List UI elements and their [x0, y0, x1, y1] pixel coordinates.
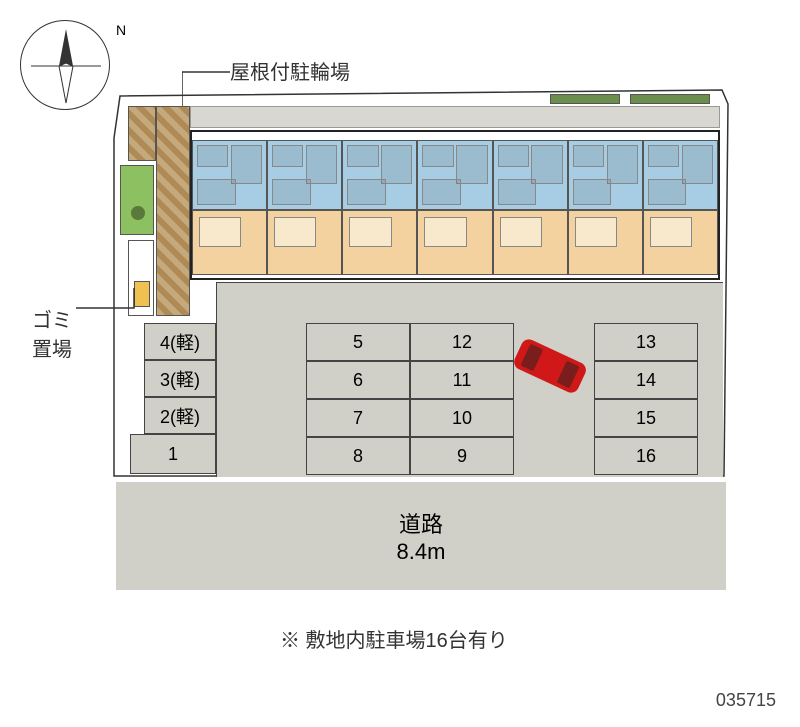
compass: N	[20, 20, 115, 115]
unit-lower	[568, 210, 643, 275]
parking-spot: 9	[410, 437, 514, 475]
unit-lower	[192, 210, 267, 275]
green-area	[120, 165, 154, 235]
parking-spot: 10	[410, 399, 514, 437]
parking-spot-1: 1	[130, 434, 216, 474]
unit-upper	[267, 140, 342, 210]
kei-parking-column: 4(軽)3(軽)2(軽)	[144, 323, 216, 434]
units-row-bottom	[192, 210, 718, 275]
brick-entry	[128, 106, 156, 161]
parking-spot: 13	[594, 323, 698, 361]
bike-parking-label: 屋根付駐輪場	[230, 56, 350, 85]
parking-spot: 5	[306, 323, 410, 361]
parking-spot-kei: 2(軽)	[144, 397, 216, 434]
parking-spot-kei: 3(軽)	[144, 360, 216, 397]
footnote: ※ 敷地内駐車場16台有り	[280, 624, 508, 653]
bike-parking-roof	[190, 106, 720, 128]
image-id: 035715	[716, 690, 776, 711]
unit-lower	[417, 210, 492, 275]
brick-path	[156, 106, 190, 316]
units-row-top	[192, 140, 718, 210]
garbage-label: ゴミ 置場	[32, 304, 72, 362]
unit-upper	[643, 140, 718, 210]
road-label: 道路	[399, 507, 443, 539]
unit-upper	[192, 140, 267, 210]
parking-spot: 11	[410, 361, 514, 399]
unit-upper	[417, 140, 492, 210]
unit-upper	[568, 140, 643, 210]
planter	[630, 94, 710, 104]
parking-spot: 16	[594, 437, 698, 475]
parking-spot: 6	[306, 361, 410, 399]
parking-spot: 14	[594, 361, 698, 399]
parking-spot-kei: 4(軽)	[144, 323, 216, 360]
unit-upper	[493, 140, 568, 210]
parking-spot: 8	[306, 437, 410, 475]
parking-spot: 7	[306, 399, 410, 437]
compass-label: N	[116, 22, 126, 38]
unit-lower	[493, 210, 568, 275]
site-plan: N 屋根付駐輪場 ゴミ 置場 4(軽)3(軽)2(軽) 1 5678121	[10, 10, 790, 717]
parking-spot: 12	[410, 323, 514, 361]
unit-lower	[342, 210, 417, 275]
unit-upper	[342, 140, 417, 210]
parking-spot: 15	[594, 399, 698, 437]
planter	[550, 94, 620, 104]
road-width: 8.4m	[397, 539, 446, 565]
unit-lower	[267, 210, 342, 275]
car-icon	[515, 350, 585, 382]
road: 道路 8.4m	[116, 482, 726, 590]
unit-lower	[643, 210, 718, 275]
